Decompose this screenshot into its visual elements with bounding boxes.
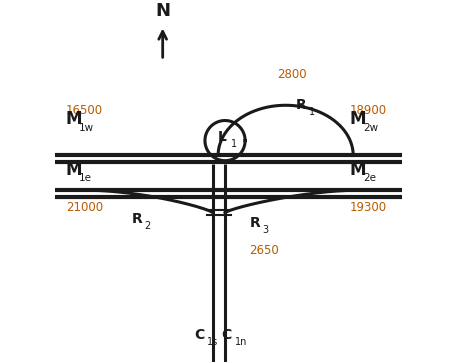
Text: 2800: 2800 xyxy=(277,68,307,81)
Text: 19300: 19300 xyxy=(350,201,387,214)
Text: 2w: 2w xyxy=(363,123,378,132)
Text: 1: 1 xyxy=(309,107,315,117)
Text: 3: 3 xyxy=(262,225,269,235)
Text: 1e: 1e xyxy=(79,173,92,183)
Text: 1n: 1n xyxy=(235,337,247,347)
Text: 2e: 2e xyxy=(363,173,376,183)
Text: R: R xyxy=(132,212,142,226)
Text: 21000: 21000 xyxy=(66,201,103,214)
Text: 1s: 1s xyxy=(207,337,218,347)
Text: M: M xyxy=(350,160,366,179)
Text: R: R xyxy=(296,98,307,112)
Text: M: M xyxy=(66,110,82,128)
Text: 2650: 2650 xyxy=(249,244,279,257)
Text: C: C xyxy=(222,328,232,342)
Text: C: C xyxy=(194,328,204,342)
Text: 2: 2 xyxy=(145,221,151,231)
Text: R: R xyxy=(249,216,260,229)
Text: 1w: 1w xyxy=(79,123,94,132)
Text: M: M xyxy=(66,160,82,179)
Text: 16500: 16500 xyxy=(66,104,103,117)
Text: M: M xyxy=(350,110,366,128)
Text: N: N xyxy=(155,3,170,20)
Text: L: L xyxy=(218,130,227,144)
Text: 1: 1 xyxy=(231,139,237,149)
Text: 18900: 18900 xyxy=(350,104,387,117)
